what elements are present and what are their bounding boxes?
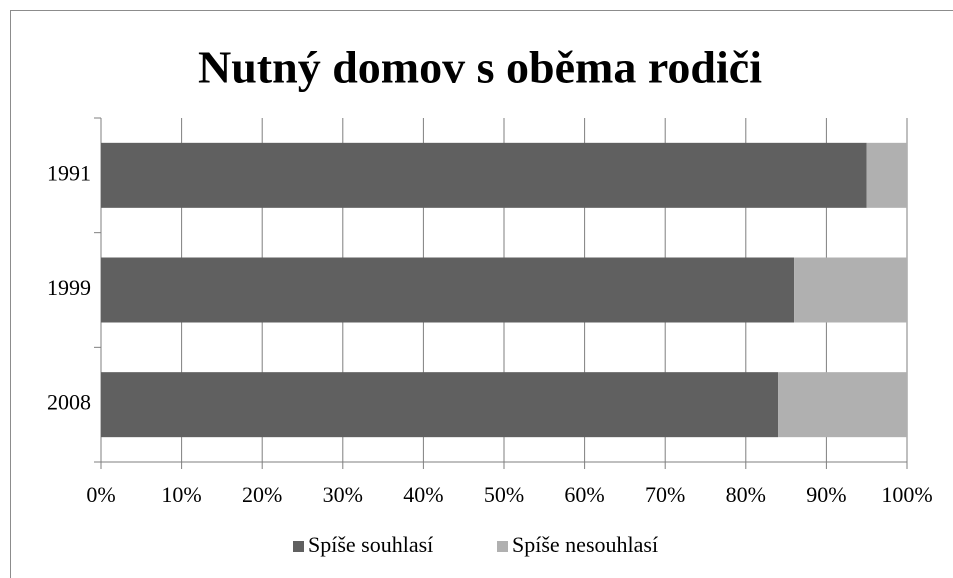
x-tick-label: 80% — [726, 482, 766, 507]
y-tick-label: 1999 — [47, 275, 91, 300]
bar-segment — [101, 372, 779, 438]
x-tick-label: 30% — [323, 482, 363, 507]
legend-swatch — [293, 541, 304, 552]
x-tick-label: 60% — [564, 482, 604, 507]
bar-segment — [794, 257, 907, 323]
legend-label: Spíše souhlasí — [308, 532, 433, 557]
bar-segment — [866, 142, 907, 208]
bar-segment — [101, 142, 867, 208]
x-tick-label: 90% — [806, 482, 846, 507]
x-tick-label: 70% — [645, 482, 685, 507]
y-tick-label: 2008 — [47, 390, 91, 415]
x-tick-label: 0% — [86, 482, 115, 507]
x-tick-label: 20% — [242, 482, 282, 507]
y-tick-label: 1991 — [47, 160, 91, 185]
x-tick-label: 40% — [403, 482, 443, 507]
x-tick-label: 10% — [161, 482, 201, 507]
x-tick-label: 100% — [881, 482, 932, 507]
chart-title: Nutný domov s oběma rodiči — [198, 42, 762, 93]
x-tick-label: 50% — [484, 482, 524, 507]
legend-label: Spíše nesouhlasí — [512, 532, 658, 557]
bar-segment — [778, 372, 907, 438]
bar-segment — [101, 257, 795, 323]
legend-swatch — [497, 541, 508, 552]
